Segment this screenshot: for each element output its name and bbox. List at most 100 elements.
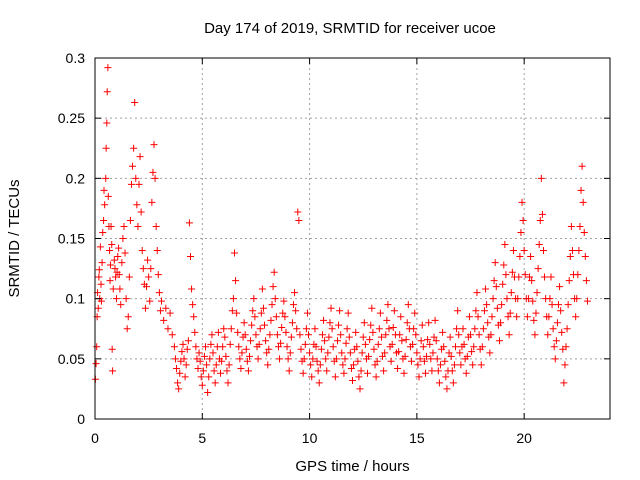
data-point [527, 253, 535, 261]
data-point [280, 297, 288, 305]
data-point [106, 247, 114, 255]
data-point [549, 325, 557, 333]
data-point [446, 333, 454, 341]
data-point [472, 307, 480, 315]
data-point [181, 373, 189, 381]
data-point [350, 361, 358, 369]
data-point [561, 361, 569, 369]
data-point [178, 348, 186, 356]
data-point [488, 313, 496, 321]
data-point [106, 261, 114, 269]
data-point [289, 301, 297, 309]
data-point [321, 337, 329, 345]
data-point [228, 307, 236, 315]
data-point [108, 241, 116, 249]
data-point [148, 198, 156, 206]
data-point [440, 343, 448, 351]
data-point [151, 174, 159, 182]
data-point [383, 316, 391, 324]
data-point [100, 186, 108, 194]
data-point [144, 256, 152, 264]
data-point [541, 273, 549, 281]
data-point [153, 247, 161, 255]
data-point [484, 319, 492, 327]
data-point [340, 369, 348, 377]
data-point [102, 174, 110, 182]
data-point [259, 304, 267, 312]
data-point [316, 361, 324, 369]
y-tick-label: 0.2 [66, 170, 86, 186]
data-point [539, 247, 547, 255]
data-point [537, 174, 545, 182]
x-tick-label: 15 [409, 430, 425, 446]
data-point [460, 340, 468, 348]
data-point [111, 265, 119, 273]
x-axis-label: GPS time / hours [295, 458, 409, 475]
data-point [501, 241, 509, 249]
data-point [240, 319, 248, 327]
data-point [475, 331, 483, 339]
data-point [413, 349, 421, 357]
data-point [247, 337, 255, 345]
data-point [377, 333, 385, 341]
data-point [339, 361, 347, 369]
data-point [179, 340, 187, 348]
data-point [267, 316, 275, 324]
data-point [575, 247, 583, 255]
data-point [432, 337, 440, 345]
data-point [244, 367, 252, 375]
data-point [529, 297, 537, 305]
data-point [493, 304, 501, 312]
data-point [376, 309, 384, 317]
data-point [453, 325, 461, 333]
data-point [336, 307, 344, 315]
data-point [397, 313, 405, 321]
data-point [176, 369, 184, 377]
data-point [209, 349, 217, 357]
data-point [107, 222, 115, 230]
data-point [293, 325, 301, 333]
data-point [371, 361, 379, 369]
data-point [164, 325, 172, 333]
data-point [312, 343, 320, 351]
data-point [385, 325, 393, 333]
data-point [266, 331, 274, 339]
data-point [424, 336, 432, 344]
data-point [337, 331, 345, 339]
data-point [131, 99, 139, 107]
data-point [138, 247, 146, 255]
data-point [342, 339, 350, 347]
data-point [278, 324, 286, 332]
data-point [171, 355, 179, 363]
data-point [141, 304, 149, 312]
data-point [146, 297, 154, 305]
x-tick-label: 5 [198, 430, 206, 446]
data-point [184, 337, 192, 345]
data-point [135, 180, 143, 188]
data-point [220, 325, 228, 333]
data-point [436, 361, 444, 369]
data-point [573, 295, 581, 303]
data-point [505, 331, 513, 339]
data-point [564, 301, 572, 309]
data-point [567, 222, 575, 230]
data-point [503, 295, 511, 303]
y-tick-label: 0 [77, 411, 85, 427]
data-point [502, 271, 510, 279]
data-point [235, 343, 243, 351]
data-point [309, 355, 317, 363]
data-point [497, 319, 505, 327]
data-point [103, 88, 111, 96]
data-point [553, 319, 561, 327]
data-point [533, 289, 541, 297]
data-point [349, 376, 356, 384]
data-point [194, 364, 202, 372]
data-point [241, 331, 249, 339]
data-point [380, 367, 388, 375]
data-point [270, 268, 278, 276]
data-point [123, 325, 131, 333]
data-point [463, 352, 471, 360]
data-point [514, 295, 522, 303]
data-point [331, 373, 339, 381]
data-point [114, 253, 122, 261]
